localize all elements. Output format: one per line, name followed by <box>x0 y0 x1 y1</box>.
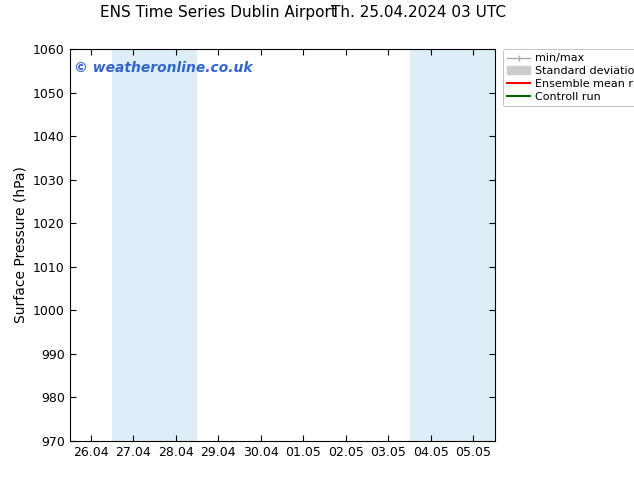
Text: Th. 25.04.2024 03 UTC: Th. 25.04.2024 03 UTC <box>330 4 505 20</box>
Bar <box>410 49 495 441</box>
Text: ENS Time Series Dublin Airport: ENS Time Series Dublin Airport <box>100 4 337 20</box>
Y-axis label: Surface Pressure (hPa): Surface Pressure (hPa) <box>13 167 27 323</box>
Text: © weatheronline.co.uk: © weatheronline.co.uk <box>74 61 252 75</box>
Legend: min/max, Standard deviation, Ensemble mean run, Controll run: min/max, Standard deviation, Ensemble me… <box>503 49 634 106</box>
Bar <box>112 49 197 441</box>
